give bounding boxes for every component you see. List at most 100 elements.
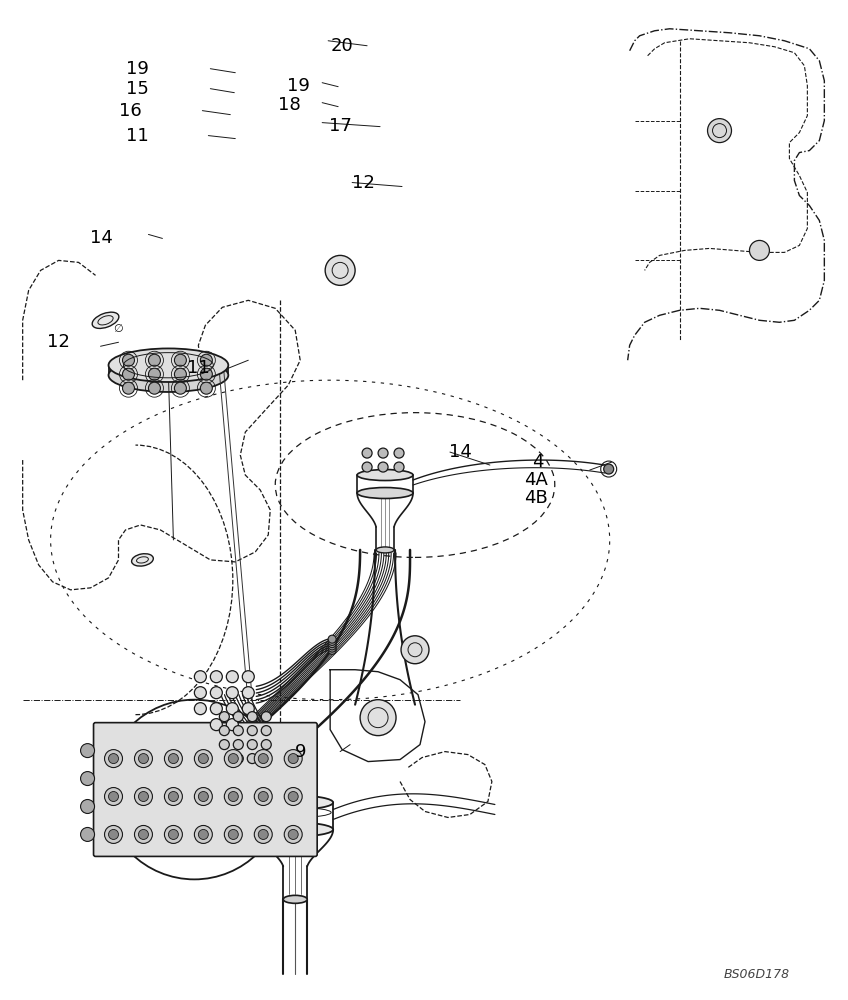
Circle shape xyxy=(259,829,268,839)
Text: 4: 4 xyxy=(533,453,544,471)
Circle shape xyxy=(194,750,212,768)
Circle shape xyxy=(220,712,229,722)
Circle shape xyxy=(226,719,238,731)
Circle shape xyxy=(233,726,243,736)
Circle shape xyxy=(220,740,229,750)
Text: 20: 20 xyxy=(331,37,354,55)
Text: 15: 15 xyxy=(126,80,149,98)
Circle shape xyxy=(248,726,257,736)
Circle shape xyxy=(261,712,271,722)
Circle shape xyxy=(328,635,336,643)
Circle shape xyxy=(194,788,212,805)
Circle shape xyxy=(194,687,206,699)
Text: 19: 19 xyxy=(126,60,149,78)
Circle shape xyxy=(233,740,243,750)
Ellipse shape xyxy=(257,822,333,836)
Text: 4A: 4A xyxy=(524,471,548,489)
Circle shape xyxy=(243,703,254,715)
Circle shape xyxy=(81,800,94,813)
Text: 12: 12 xyxy=(352,174,375,192)
Circle shape xyxy=(401,636,429,664)
Circle shape xyxy=(325,255,355,285)
Circle shape xyxy=(122,368,135,380)
Circle shape xyxy=(81,744,94,758)
Circle shape xyxy=(194,671,206,683)
Circle shape xyxy=(225,750,243,768)
FancyBboxPatch shape xyxy=(93,723,317,856)
Circle shape xyxy=(194,825,212,843)
Circle shape xyxy=(81,772,94,786)
Circle shape xyxy=(254,825,272,843)
Circle shape xyxy=(148,368,160,380)
Text: 4B: 4B xyxy=(524,489,548,507)
Ellipse shape xyxy=(109,358,228,392)
Circle shape xyxy=(210,703,222,715)
Ellipse shape xyxy=(92,312,119,328)
Circle shape xyxy=(254,788,272,805)
Circle shape xyxy=(104,788,122,805)
Circle shape xyxy=(248,754,257,764)
Circle shape xyxy=(138,829,148,839)
Ellipse shape xyxy=(283,895,307,903)
Circle shape xyxy=(148,354,160,366)
Circle shape xyxy=(138,792,148,802)
Text: 11: 11 xyxy=(126,127,148,145)
Text: 18: 18 xyxy=(278,96,301,114)
Circle shape xyxy=(259,792,268,802)
Circle shape xyxy=(243,671,254,683)
Circle shape xyxy=(254,750,272,768)
Circle shape xyxy=(261,740,271,750)
Circle shape xyxy=(233,754,243,764)
Text: 16: 16 xyxy=(120,102,142,120)
Circle shape xyxy=(165,750,182,768)
Text: 19: 19 xyxy=(287,77,310,95)
Circle shape xyxy=(243,687,254,699)
Circle shape xyxy=(165,825,182,843)
Text: 9: 9 xyxy=(295,743,307,761)
Circle shape xyxy=(259,754,268,764)
Circle shape xyxy=(210,671,222,683)
Circle shape xyxy=(109,829,119,839)
Circle shape xyxy=(707,119,732,143)
Circle shape xyxy=(261,754,271,764)
Circle shape xyxy=(378,448,388,458)
Circle shape xyxy=(200,368,212,380)
Circle shape xyxy=(200,382,212,394)
Circle shape xyxy=(135,825,153,843)
Ellipse shape xyxy=(257,796,333,809)
Circle shape xyxy=(175,354,187,366)
Circle shape xyxy=(175,382,187,394)
Circle shape xyxy=(135,750,153,768)
Text: 12: 12 xyxy=(47,333,70,351)
Ellipse shape xyxy=(376,547,394,553)
Circle shape xyxy=(284,825,302,843)
Circle shape xyxy=(122,382,135,394)
Circle shape xyxy=(288,829,298,839)
Ellipse shape xyxy=(357,488,413,499)
Circle shape xyxy=(198,829,209,839)
Ellipse shape xyxy=(131,554,153,566)
Circle shape xyxy=(284,788,302,805)
Circle shape xyxy=(226,687,238,699)
Circle shape xyxy=(362,462,372,472)
Circle shape xyxy=(288,754,298,764)
Circle shape xyxy=(104,750,122,768)
Ellipse shape xyxy=(109,348,228,382)
Circle shape xyxy=(226,671,238,683)
Text: 14: 14 xyxy=(90,229,113,247)
Circle shape xyxy=(198,792,209,802)
Circle shape xyxy=(328,640,336,648)
Circle shape xyxy=(261,726,271,736)
Circle shape xyxy=(328,637,336,645)
Circle shape xyxy=(210,719,222,731)
Circle shape xyxy=(394,462,404,472)
Circle shape xyxy=(81,827,94,841)
Circle shape xyxy=(248,740,257,750)
Circle shape xyxy=(135,788,153,805)
Circle shape xyxy=(248,712,257,722)
Circle shape xyxy=(109,754,119,764)
Text: 14: 14 xyxy=(449,443,472,461)
Circle shape xyxy=(378,462,388,472)
Circle shape xyxy=(198,754,209,764)
Circle shape xyxy=(200,354,212,366)
